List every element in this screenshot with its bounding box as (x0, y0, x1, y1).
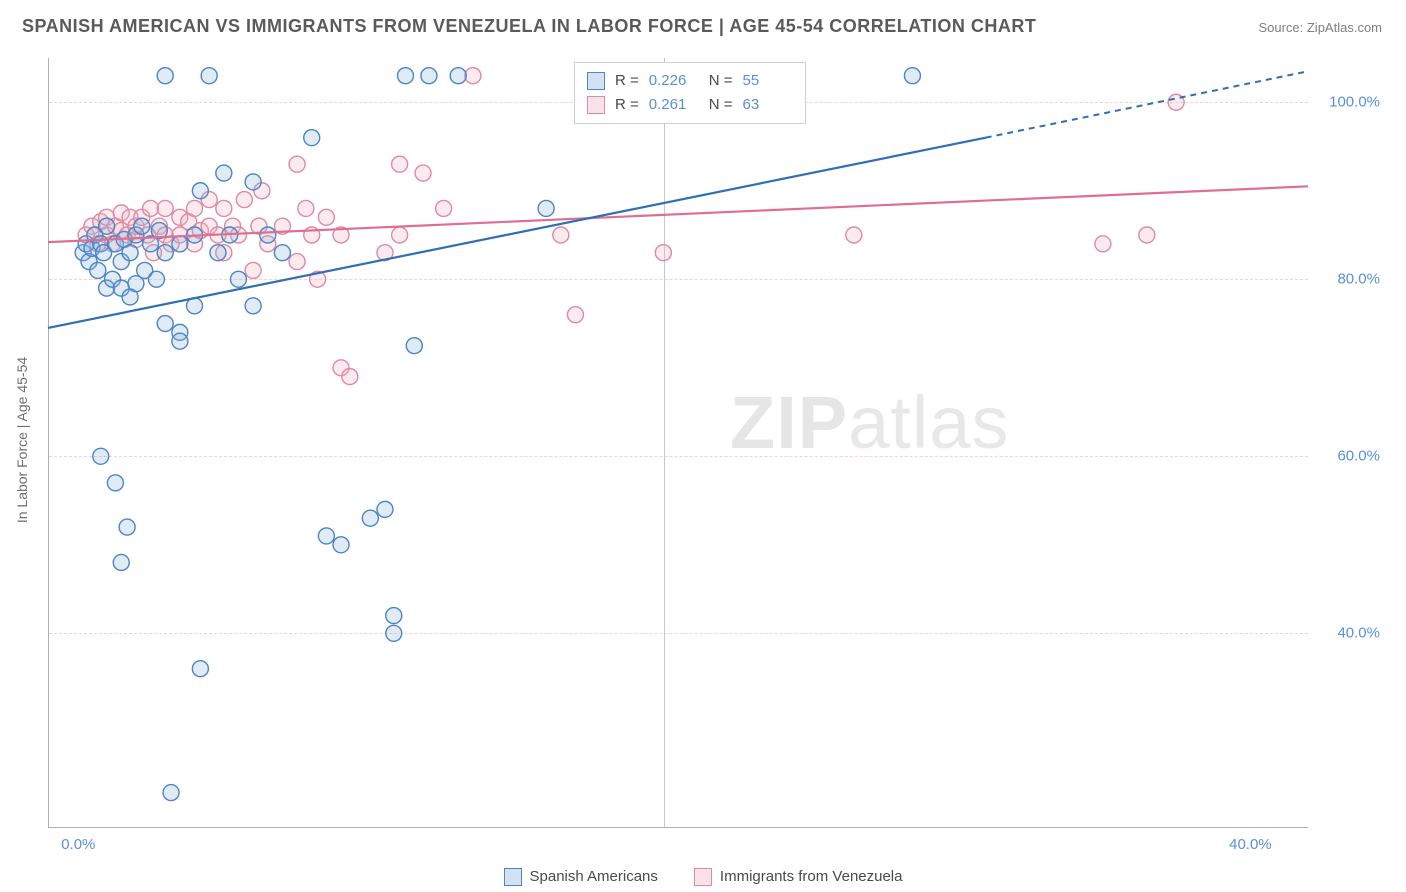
scatter-point (99, 218, 115, 234)
scatter-point (392, 156, 408, 172)
legend-swatch-icon (504, 868, 522, 886)
y-tick-label: 80.0% (1337, 271, 1380, 288)
scatter-point (274, 245, 290, 261)
scatter-point (553, 227, 569, 243)
scatter-point (216, 200, 232, 216)
scatter-point (450, 68, 466, 84)
y-tick-label: 60.0% (1337, 448, 1380, 465)
scatter-point (342, 369, 358, 385)
scatter-point (119, 519, 135, 535)
stat-n-value: 63 (743, 93, 793, 117)
stat-r-label: R = (615, 93, 639, 117)
legend-item: Immigrants from Venezuela (694, 868, 903, 886)
stat-n-label: N = (709, 93, 733, 117)
scatter-point (304, 130, 320, 146)
scatter-point (157, 316, 173, 332)
scatter-point (157, 200, 173, 216)
scatter-point (846, 227, 862, 243)
scatter-point (201, 68, 217, 84)
scatter-point (113, 554, 129, 570)
scatter-point (333, 537, 349, 553)
watermark: ZIPatlas (730, 380, 1009, 465)
scatter-point (1139, 227, 1155, 243)
scatter-point (192, 183, 208, 199)
chart-svg-overlay (48, 58, 1308, 828)
scatter-point (172, 236, 188, 252)
legend-label: Spanish Americans (530, 868, 658, 885)
scatter-point (1095, 236, 1111, 252)
scatter-point (260, 227, 276, 243)
regression-line-extrapolated (986, 71, 1308, 137)
legend-swatch-icon (587, 96, 605, 114)
legend-swatch-icon (694, 868, 712, 886)
scatter-point (90, 262, 106, 278)
scatter-point (192, 661, 208, 677)
stats-legend-box: R = 0.226 N = 55 R = 0.261 N = 63 (574, 62, 806, 124)
scatter-point (415, 165, 431, 181)
scatter-point (230, 271, 246, 287)
y-tick-label: 100.0% (1329, 94, 1380, 111)
scatter-point (567, 307, 583, 323)
legend-swatch-icon (587, 72, 605, 90)
scatter-point (421, 68, 437, 84)
scatter-point (148, 271, 164, 287)
scatter-point (245, 262, 261, 278)
scatter-point (318, 528, 334, 544)
legend-item: Spanish Americans (504, 868, 658, 886)
stat-r-value: 0.261 (649, 93, 699, 117)
y-tick-label: 40.0% (1337, 625, 1380, 642)
scatter-point (386, 608, 402, 624)
legend-label: Immigrants from Venezuela (720, 868, 903, 885)
scatter-point (134, 218, 150, 234)
source-label: Source: ZipAtlas.com (1258, 20, 1382, 35)
scatter-point (538, 200, 554, 216)
scatter-point (107, 475, 123, 491)
y-axis-title: In Labor Force | Age 45-54 (14, 357, 30, 523)
scatter-point (397, 68, 413, 84)
scatter-point (289, 254, 305, 270)
scatter-point (236, 192, 252, 208)
scatter-point (157, 68, 173, 84)
scatter-point (318, 209, 334, 225)
scatter-point (386, 625, 402, 641)
scatter-point (172, 333, 188, 349)
scatter-point (392, 227, 408, 243)
scatter-point (210, 245, 226, 261)
scatter-point (163, 785, 179, 801)
scatter-point (187, 200, 203, 216)
stats-row: R = 0.261 N = 63 (587, 93, 793, 117)
x-tick-label: 40.0% (1229, 836, 1272, 853)
scatter-point (216, 165, 232, 181)
scatter-point (298, 200, 314, 216)
scatter-point (655, 245, 671, 261)
stat-r-value: 0.226 (649, 69, 699, 93)
watermark-bold: ZIP (730, 381, 848, 464)
scatter-point (362, 510, 378, 526)
scatter-point (122, 245, 138, 261)
scatter-point (465, 68, 481, 84)
scatter-point (289, 156, 305, 172)
scatter-point (904, 68, 920, 84)
regression-line (48, 186, 1308, 242)
stat-r-label: R = (615, 69, 639, 93)
chart-container: SPANISH AMERICAN VS IMMIGRANTS FROM VENE… (0, 0, 1406, 892)
stat-n-value: 55 (743, 69, 793, 93)
stat-n-label: N = (709, 69, 733, 93)
chart-title: SPANISH AMERICAN VS IMMIGRANTS FROM VENE… (22, 16, 1036, 37)
scatter-point (436, 200, 452, 216)
watermark-rest: atlas (848, 381, 1009, 464)
x-tick-label: 0.0% (61, 836, 95, 853)
scatter-point (157, 245, 173, 261)
scatter-point (245, 174, 261, 190)
scatter-point (377, 501, 393, 517)
scatter-point (245, 298, 261, 314)
scatter-point (143, 200, 159, 216)
bottom-legend: Spanish Americans Immigrants from Venezue… (0, 868, 1406, 886)
scatter-point (406, 338, 422, 354)
scatter-point (93, 448, 109, 464)
stats-row: R = 0.226 N = 55 (587, 69, 793, 93)
